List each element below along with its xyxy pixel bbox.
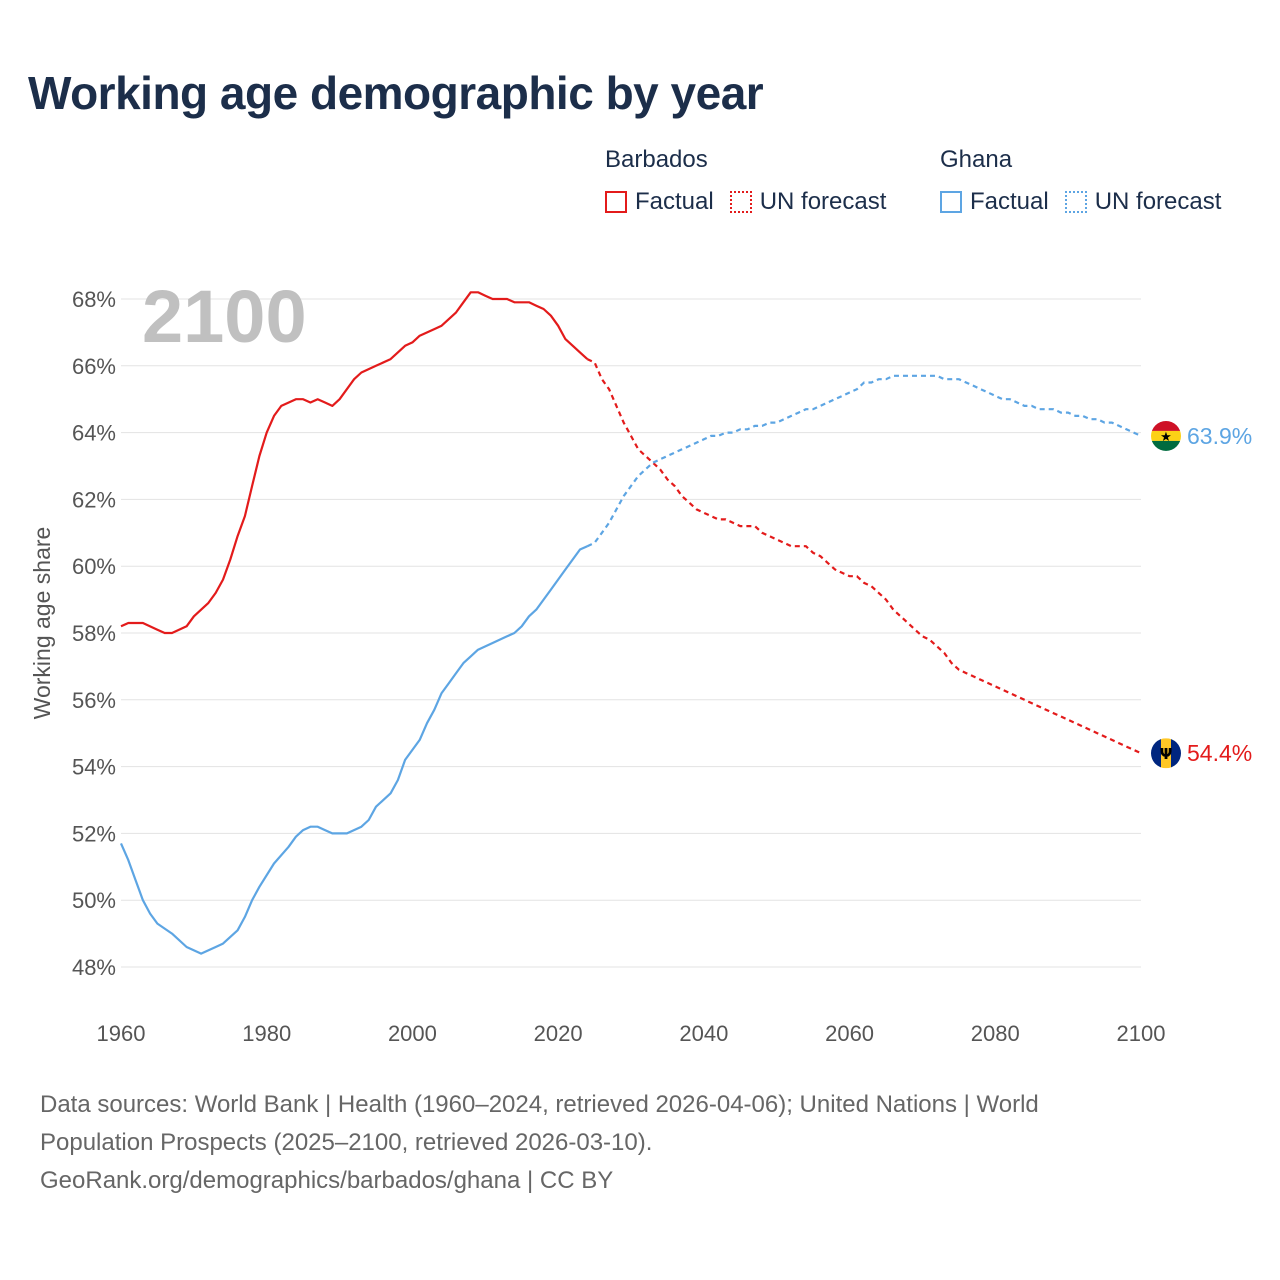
- flag-stripe-gold: [1161, 738, 1171, 769]
- series-line-ghana-forecast: [586, 374, 1142, 548]
- chart-title: Working age demographic by year: [28, 67, 764, 119]
- end-label-ghana: 63.9%: [1187, 423, 1252, 449]
- x-tick-label: 1960: [97, 1021, 146, 1046]
- barbados-flag-icon: Ψ: [1151, 738, 1181, 769]
- y-tick-label: 60%: [72, 554, 116, 579]
- y-tick-label: 54%: [72, 755, 116, 780]
- legend-swatch-solid: [605, 191, 627, 213]
- flag-body: Ψ: [1151, 738, 1181, 769]
- y-tick-label: 64%: [72, 421, 116, 446]
- source-link[interactable]: GeoRank.org/demographics/barbados/ghana …: [40, 1167, 614, 1194]
- legend-item-ghana-factual[interactable]: Factual: [940, 188, 1049, 216]
- source-line: Data sources: World Bank | Health (1960–…: [40, 1091, 1039, 1118]
- legend-swatch-solid: [940, 191, 962, 213]
- y-tick-label: 52%: [72, 821, 116, 846]
- legend-swatch-dotted: [1064, 191, 1087, 213]
- flag-stripe-blue: [1171, 738, 1181, 769]
- line-chart: 48% 50% 52% 54% 56% 58% 60% 62% 64% 66% 68% 1960 198…: [29, 275, 1252, 1046]
- y-tick-label: 56%: [72, 688, 116, 713]
- flag-trident: Ψ: [1160, 745, 1173, 763]
- y-tick-label: 50%: [72, 888, 116, 913]
- y-tick-label: 58%: [72, 621, 116, 646]
- y-tick-label: 68%: [72, 287, 116, 312]
- x-tick-label: 2100: [1117, 1021, 1166, 1046]
- x-tick-label: 2000: [388, 1021, 437, 1046]
- x-tick-label: 2040: [679, 1021, 728, 1046]
- legend-label: Factual: [970, 188, 1049, 215]
- legend-group-name: Ghana: [940, 146, 1013, 173]
- legend-label: UN forecast: [759, 188, 887, 215]
- y-tick-label: 66%: [72, 354, 116, 379]
- series-line-barbados-forecast: [586, 358, 1142, 755]
- flag-stripe-blue: [1151, 738, 1161, 769]
- legend-item-barbados-forecast[interactable]: UN forecast: [729, 188, 887, 216]
- ghana-flag-icon: ★: [1151, 420, 1181, 451]
- series-line-barbados-factual: [120, 291, 589, 635]
- end-label-barbados: 54.4%: [1187, 740, 1252, 766]
- legend-label: Factual: [635, 188, 714, 215]
- data-source-note: Data sources: World Bank | Health (1960–…: [40, 1086, 1240, 1200]
- source-line: Population Prospects (2025–2100, retriev…: [40, 1129, 653, 1156]
- flag-body: ★: [1151, 420, 1181, 451]
- legend-item-ghana-forecast[interactable]: UN forecast: [1064, 188, 1222, 216]
- y-tick-label: 62%: [72, 487, 116, 512]
- series-line-ghana-factual: [119, 545, 588, 955]
- legend-group-barbados: Barbados Factual UN forecast: [605, 146, 902, 216]
- x-tick-label: 2080: [971, 1021, 1020, 1046]
- legend-group-name: Barbados: [605, 146, 708, 173]
- legend-item-barbados-factual[interactable]: Factual: [605, 188, 714, 216]
- x-tick-label: 1980: [242, 1021, 291, 1046]
- flag-stripe-red: [1151, 420, 1181, 431]
- y-tick-label: 48%: [72, 955, 116, 980]
- flag-star: ★: [1160, 430, 1172, 445]
- flag-stripe-gold: [1151, 430, 1181, 441]
- legend-label: UN forecast: [1094, 188, 1222, 215]
- x-tick-label: 2060: [825, 1021, 874, 1046]
- x-tick-label: 2020: [534, 1021, 583, 1046]
- year-watermark: 2100: [142, 275, 307, 358]
- legend-group-ghana: Ghana Factual UN forecast: [940, 146, 1237, 216]
- flag-stripe-green: [1151, 440, 1181, 451]
- legend-swatch-dotted: [729, 191, 752, 213]
- y-axis-title: Working age share: [29, 527, 55, 720]
